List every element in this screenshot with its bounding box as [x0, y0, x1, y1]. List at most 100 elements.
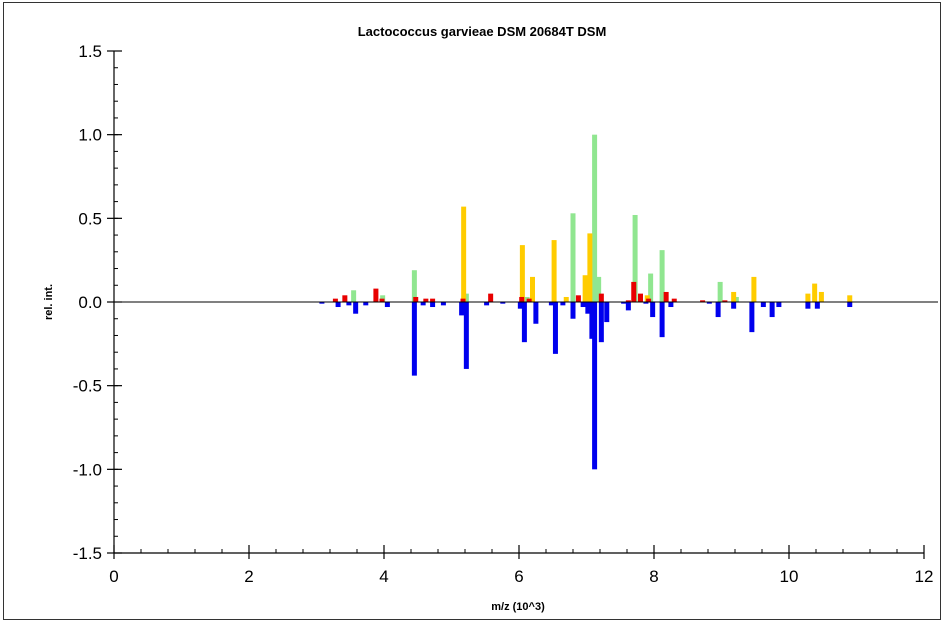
bar-s0-11 [659, 250, 665, 302]
bar-s1-8 [731, 291, 737, 302]
x-tick-label: 2 [244, 567, 253, 586]
bar-s2-4 [413, 296, 419, 302]
bar-s2-20 [722, 300, 728, 302]
x-tick-label: 0 [109, 567, 118, 586]
y-tick-label: -1.0 [73, 460, 102, 479]
bar-s2-16 [646, 298, 652, 302]
bar-s3-26 [604, 302, 610, 323]
bar-s1-3 [551, 240, 557, 302]
x-axis-label: m/z (10^3) [491, 601, 545, 613]
chart-title: Lactococcus garvieae DSM 20684T DSM [358, 24, 607, 39]
bar-s1-0 [461, 206, 467, 302]
bar-s3-30 [650, 302, 656, 318]
bar-s3-24 [592, 302, 598, 470]
bar-s3-8 [430, 302, 436, 308]
bar-s1-11 [812, 283, 818, 302]
bar-s2-7 [460, 298, 466, 302]
bar-s0-9 [632, 214, 638, 302]
bar-s1-4 [563, 296, 569, 302]
bar-s0-3 [463, 293, 469, 302]
bar-s2-15 [638, 293, 643, 302]
bar-s3-36 [749, 302, 755, 333]
bar-s2-12 [598, 293, 604, 302]
bar-s2-19 [700, 300, 706, 302]
bar-s3-2 [346, 302, 352, 306]
bar-s3-17 [548, 302, 554, 306]
bar-s0-2 [411, 270, 417, 302]
y-tick-label: -1.5 [73, 544, 102, 563]
x-tick-label: 12 [915, 567, 934, 586]
bar-s1-13 [847, 295, 853, 302]
bar-s0-0 [351, 290, 357, 302]
bar-s3-13 [500, 302, 506, 304]
bar-s3-12 [484, 302, 490, 306]
bar-s2-6 [430, 298, 436, 302]
bar-s3-34 [715, 302, 721, 318]
bar-s2-14 [631, 281, 637, 302]
axes-layer: -1.5 -1.0 -0.5 0.0 0.5 1.0 1.5 0 2 4 6 8 10 12 [73, 42, 938, 586]
y-axis-label: rel. int. [43, 284, 55, 320]
bar-s1-9 [751, 276, 757, 302]
bar-s3-21 [580, 302, 586, 308]
bar-s1-12 [818, 291, 824, 302]
bar-s3-39 [776, 302, 782, 308]
bar-s2-18 [671, 298, 677, 302]
bar-s3-16 [533, 302, 539, 324]
bar-s2-13 [625, 300, 631, 302]
y-tick-label: 1.5 [78, 42, 102, 61]
bar-s2-11 [575, 295, 581, 302]
bar-s3-18 [552, 302, 558, 354]
bar-s3-3 [353, 302, 359, 314]
bar-s3-6 [411, 302, 417, 376]
bar-s0-10 [648, 273, 654, 302]
bar-s3-29 [643, 302, 649, 304]
bar-s3-4 [363, 302, 369, 306]
bar-s3-40 [805, 302, 811, 309]
bar-s3-9 [440, 302, 446, 306]
bar-s2-9 [519, 296, 525, 302]
bar-s3-32 [668, 302, 674, 308]
x-tick-label: 10 [780, 567, 799, 586]
bar-s3-19 [560, 302, 566, 306]
bar-s0-5 [570, 213, 576, 302]
bar-s2-3 [379, 298, 385, 302]
bar-s3-0 [319, 302, 325, 304]
bar-s3-42 [847, 302, 853, 308]
y-tick-label: 1.0 [78, 126, 102, 145]
bar-s3-41 [814, 302, 820, 309]
bar-s1-6 [587, 233, 593, 302]
bar-s2-2 [373, 288, 379, 302]
bar-s3-25 [598, 302, 604, 343]
bar-s3-38 [769, 302, 775, 318]
bar-s3-10 [459, 302, 465, 316]
bar-s2-17 [663, 291, 669, 302]
bar-s3-15 [521, 302, 527, 343]
bar-s3-27 [621, 302, 627, 304]
bar-s3-37 [760, 302, 766, 308]
chart-frame [3, 2, 941, 620]
bar-s2-10 [526, 298, 532, 302]
bar-s0-7 [592, 134, 598, 302]
bar-s1-2 [530, 276, 535, 302]
bar-s3-31 [659, 302, 665, 338]
bars-layer [319, 134, 853, 470]
bar-s2-0 [332, 298, 338, 302]
bar-s3-1 [335, 302, 341, 308]
bar-s2-1 [342, 295, 348, 302]
bar-s3-11 [463, 302, 469, 369]
bar-s3-33 [706, 302, 712, 304]
x-tick-label: 4 [379, 567, 388, 586]
y-tick-label: 0.5 [78, 209, 102, 228]
bar-s3-5 [384, 302, 390, 308]
y-tick-label: -0.5 [73, 377, 102, 396]
bar-s1-10 [805, 293, 811, 302]
bar-s3-28 [625, 302, 631, 311]
bar-s3-35 [731, 302, 737, 309]
bar-s3-14 [517, 302, 523, 309]
bar-s0-12 [717, 281, 723, 302]
bar-s3-7 [420, 302, 426, 306]
bar-s1-1 [519, 245, 525, 302]
bar-s0-13 [733, 296, 739, 302]
bar-s2-5 [423, 298, 429, 302]
